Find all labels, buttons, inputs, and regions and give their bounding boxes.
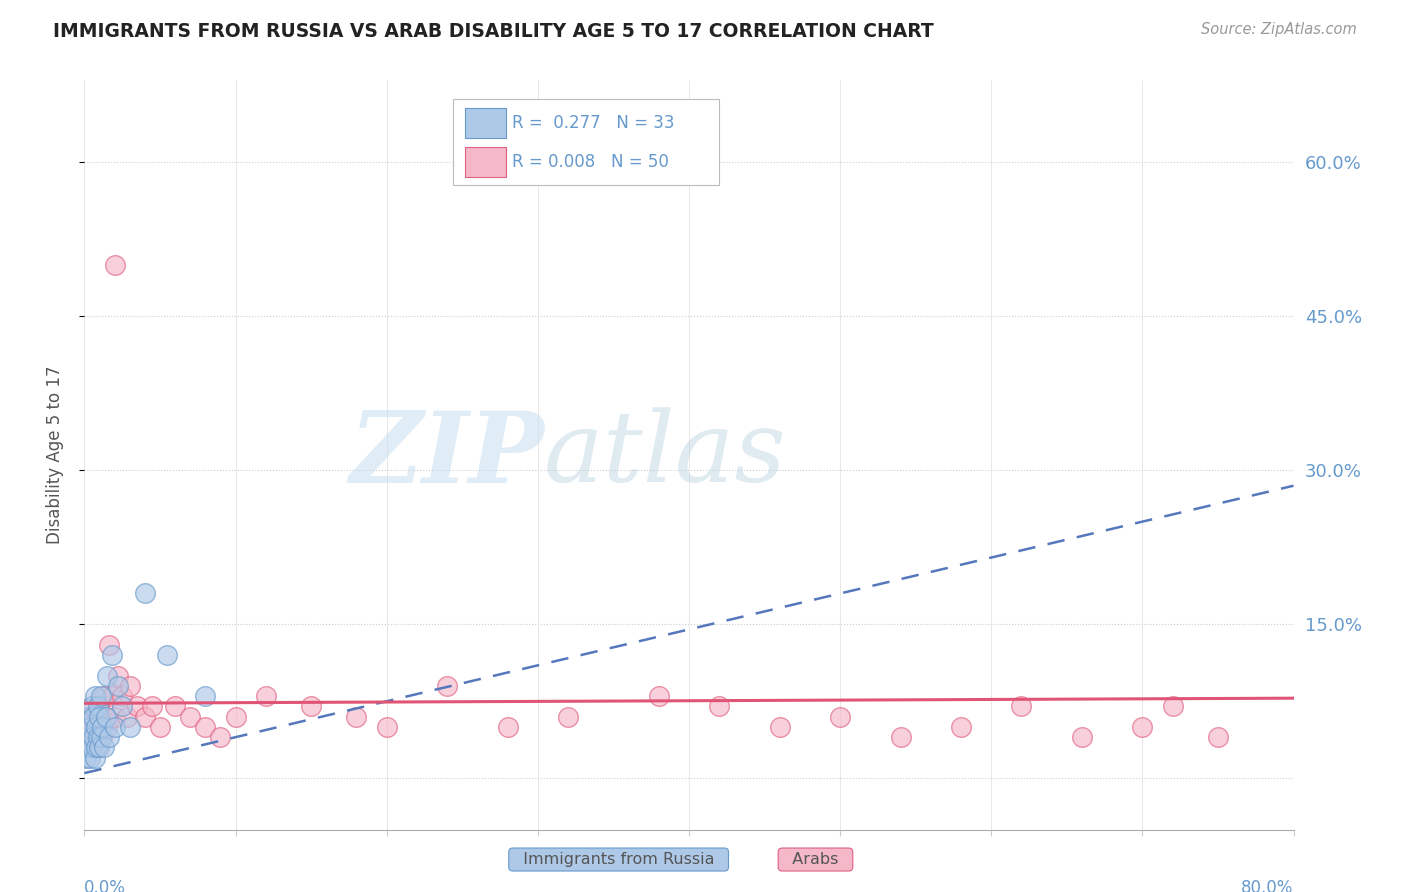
Point — [91, 730, 114, 744]
Point — [299, 699, 322, 714]
Point — [346, 709, 368, 723]
Point — [84, 750, 107, 764]
Text: R =  0.277   N = 33: R = 0.277 N = 33 — [512, 114, 675, 132]
Point — [104, 258, 127, 272]
Text: R = 0.008   N = 50: R = 0.008 N = 50 — [512, 153, 669, 171]
Point — [1206, 730, 1229, 744]
Text: 0.0%: 0.0% — [84, 879, 127, 892]
Point — [97, 730, 120, 744]
Point — [1130, 720, 1153, 734]
Point — [82, 730, 104, 744]
Point — [75, 730, 97, 744]
Point — [87, 699, 110, 714]
Point — [165, 699, 187, 714]
Point — [87, 730, 110, 744]
Point — [134, 586, 156, 600]
Point — [496, 720, 519, 734]
FancyBboxPatch shape — [453, 99, 720, 186]
Point — [1071, 730, 1094, 744]
Point — [86, 709, 108, 723]
Point — [77, 709, 100, 723]
Point — [100, 689, 122, 703]
Point — [104, 709, 127, 723]
Point — [127, 699, 149, 714]
Point — [82, 709, 104, 723]
Point — [91, 720, 114, 734]
Point — [93, 689, 115, 703]
Point — [225, 709, 247, 723]
Point — [436, 679, 458, 693]
Text: IMMIGRANTS FROM RUSSIA VS ARAB DISABILITY AGE 5 TO 17 CORRELATION CHART: IMMIGRANTS FROM RUSSIA VS ARAB DISABILIT… — [53, 22, 934, 41]
Text: Immigrants from Russia: Immigrants from Russia — [513, 852, 724, 867]
Point — [209, 730, 232, 744]
Point — [86, 740, 108, 755]
Point — [84, 730, 107, 744]
Point — [254, 689, 277, 703]
Point — [80, 740, 103, 755]
Point — [107, 679, 129, 693]
Point — [111, 689, 134, 703]
Point — [97, 638, 120, 652]
Point — [179, 709, 201, 723]
Point — [89, 699, 111, 714]
Point — [79, 740, 101, 755]
Point — [89, 740, 111, 755]
Point — [557, 709, 579, 723]
Point — [118, 679, 141, 693]
Text: Source: ZipAtlas.com: Source: ZipAtlas.com — [1201, 22, 1357, 37]
Point — [80, 699, 103, 714]
FancyBboxPatch shape — [465, 147, 506, 177]
Point — [194, 720, 217, 734]
Point — [107, 668, 129, 682]
Text: Arabs: Arabs — [782, 852, 849, 867]
Point — [648, 689, 671, 703]
Point — [1011, 699, 1033, 714]
Point — [111, 699, 134, 714]
Point — [830, 709, 852, 723]
Point — [94, 709, 117, 723]
Point — [76, 740, 98, 755]
Point — [80, 699, 103, 714]
Point — [87, 740, 110, 755]
Point — [156, 648, 179, 662]
Y-axis label: Disability Age 5 to 17: Disability Age 5 to 17 — [45, 366, 63, 544]
Point — [77, 730, 100, 744]
Point — [1161, 699, 1184, 714]
Point — [94, 709, 117, 723]
Point — [118, 720, 141, 734]
Point — [141, 699, 163, 714]
Point — [769, 720, 792, 734]
Point — [93, 740, 115, 755]
Point — [90, 689, 112, 703]
Point — [75, 750, 97, 764]
Point — [134, 709, 156, 723]
Point — [96, 668, 118, 682]
Point — [194, 689, 217, 703]
Point — [79, 720, 101, 734]
Point — [149, 720, 172, 734]
Text: atlas: atlas — [544, 408, 786, 502]
Point — [76, 720, 98, 734]
Point — [77, 709, 100, 723]
Point — [709, 699, 731, 714]
Point — [89, 709, 111, 723]
Point — [375, 720, 398, 734]
Point — [86, 720, 108, 734]
Point — [84, 689, 107, 703]
Point — [79, 750, 101, 764]
Point — [90, 730, 112, 744]
Text: ZIP: ZIP — [349, 407, 544, 503]
Point — [96, 720, 118, 734]
FancyBboxPatch shape — [465, 108, 506, 138]
Text: 80.0%: 80.0% — [1241, 879, 1294, 892]
Point — [100, 648, 122, 662]
Point — [104, 720, 127, 734]
Point — [82, 720, 104, 734]
Point — [90, 720, 112, 734]
Point — [950, 720, 973, 734]
Point — [890, 730, 912, 744]
Point — [115, 709, 138, 723]
